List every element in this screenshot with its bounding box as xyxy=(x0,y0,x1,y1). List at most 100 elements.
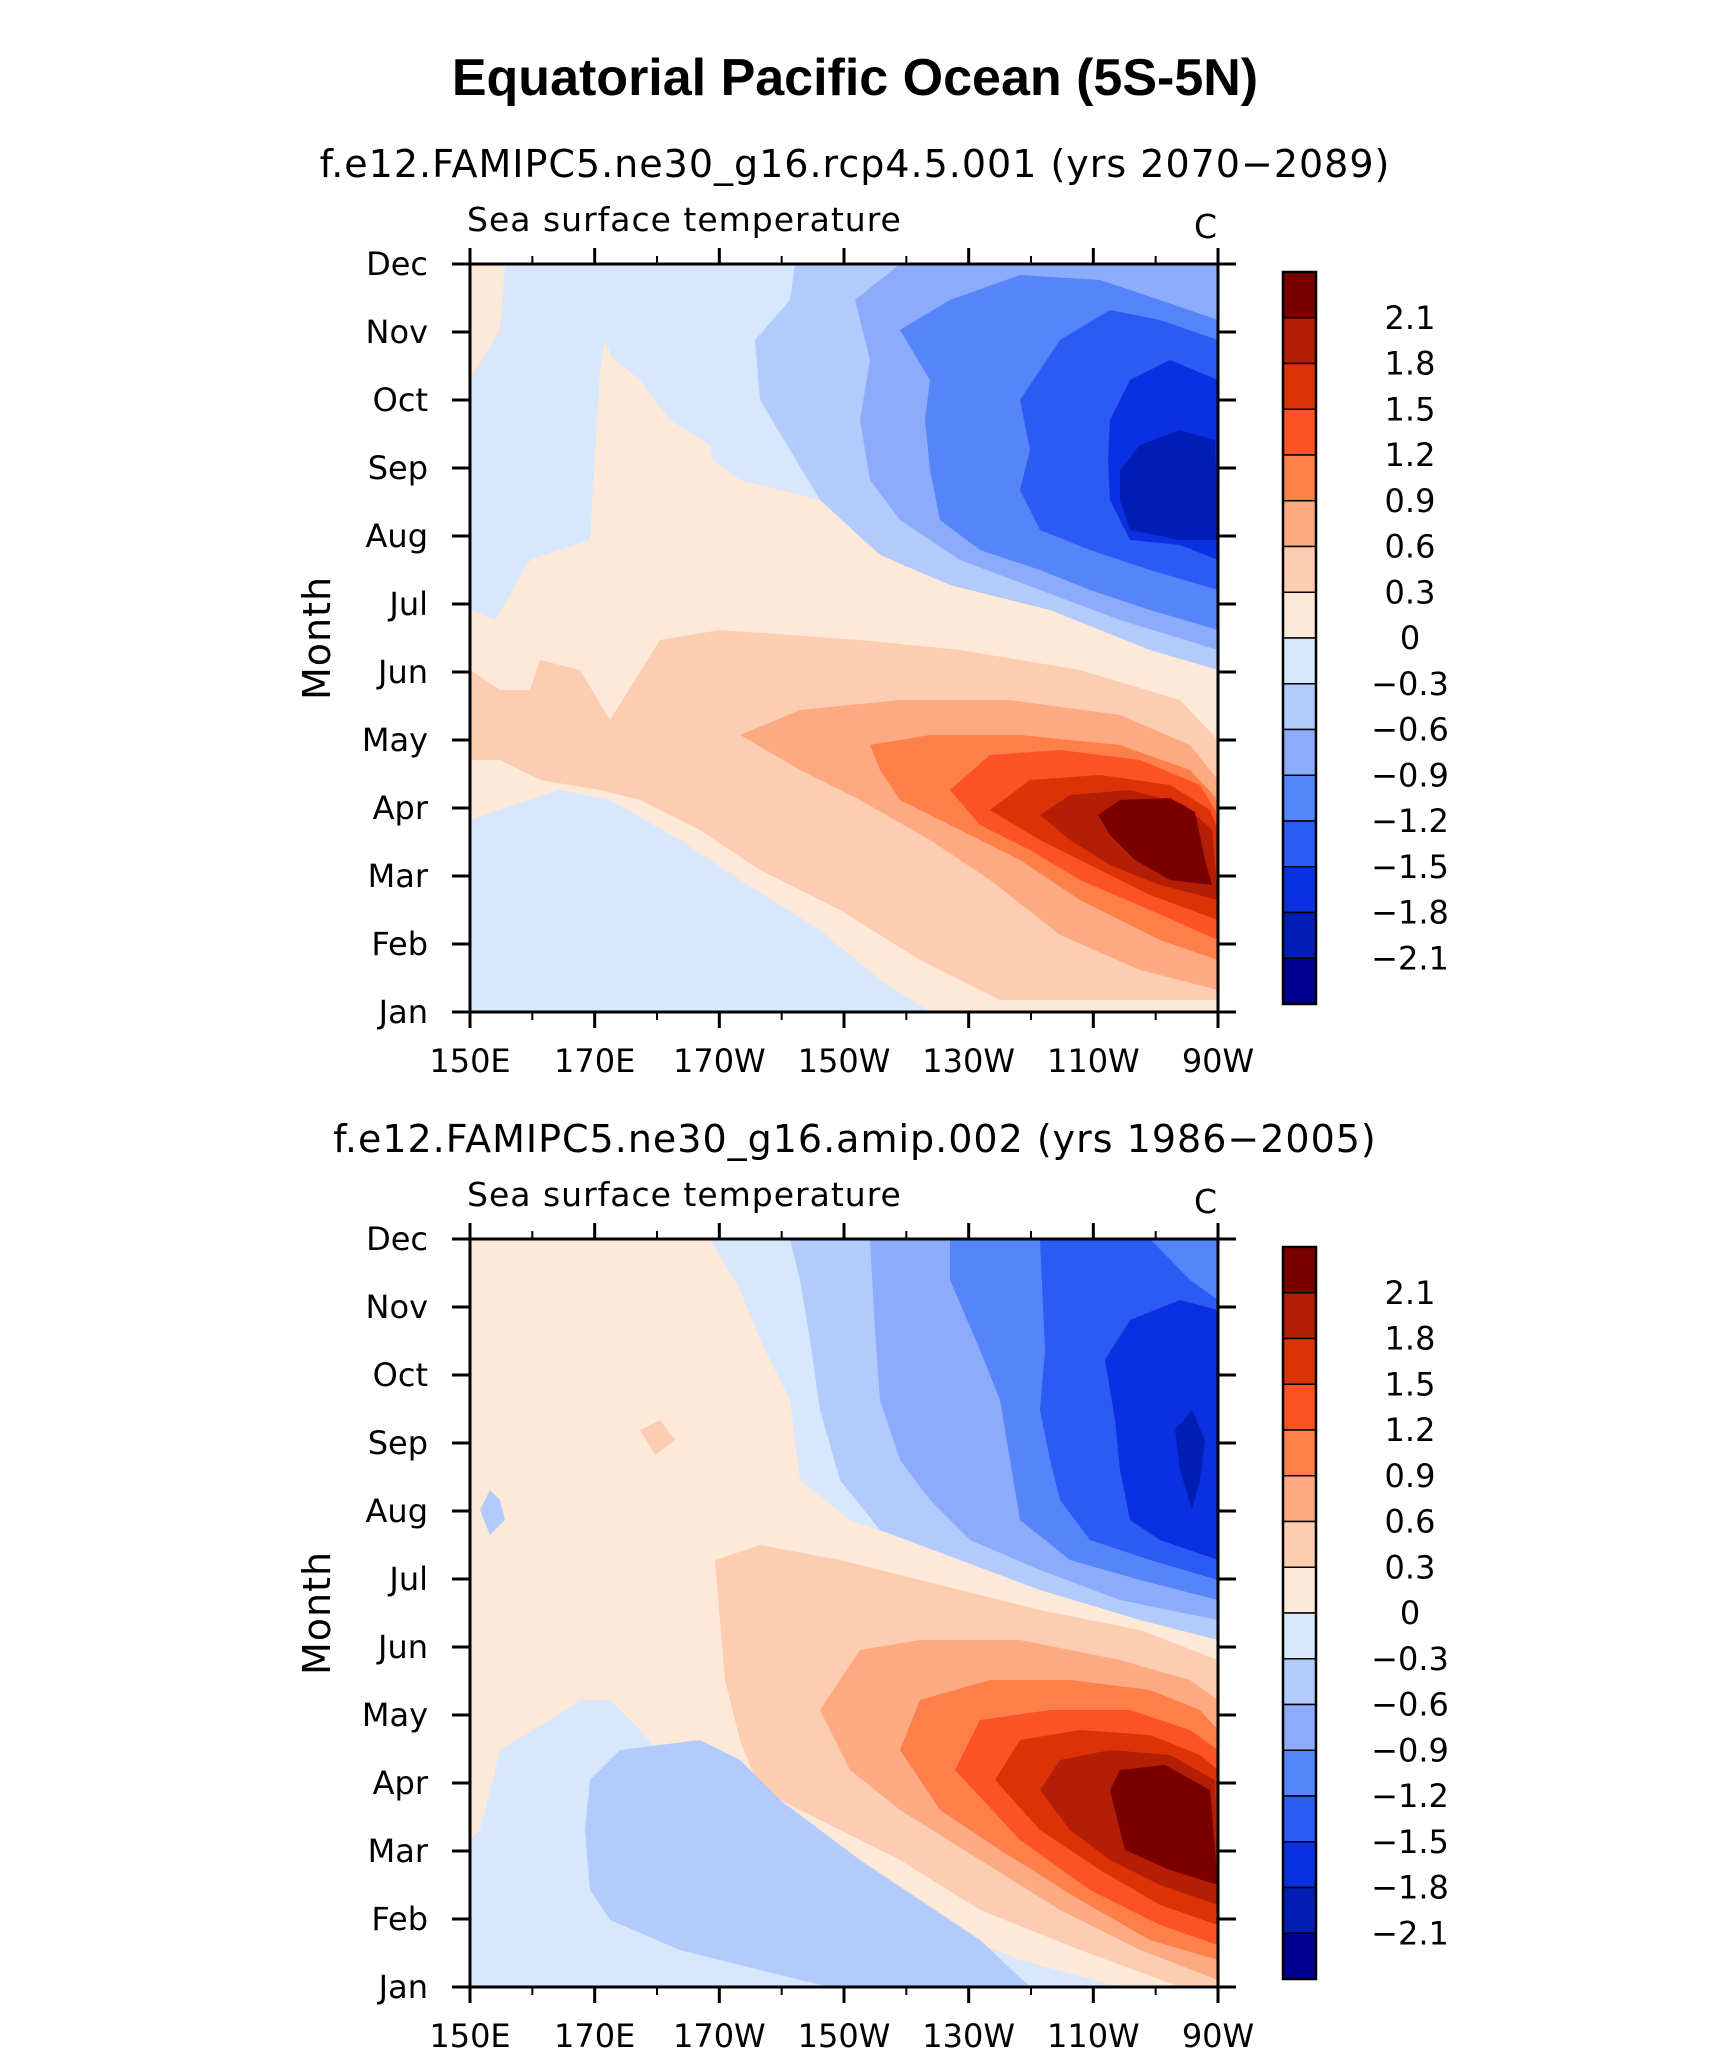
colorbar: 2.1 1.8 1.5 1.2 0.9 0.6 0.3 0 −0.3 −0.6 −0.9 −1.2 −1… xyxy=(1281,1245,1449,1981)
x-tick-label: 90W xyxy=(1182,2017,1254,2055)
colorbar-label: 1.5 xyxy=(1385,390,1436,428)
colorbar-label: −2.1 xyxy=(1371,1914,1449,1952)
colorbar-frame xyxy=(1281,270,1318,1006)
y-tick-label: Oct xyxy=(373,381,428,419)
colorbar-swatch xyxy=(1282,545,1317,593)
y-tick-label: Jul xyxy=(387,585,428,623)
y-tick-label: Apr xyxy=(373,789,429,827)
y-tick-label: May xyxy=(362,721,428,759)
variable-label: Sea surface temperature xyxy=(467,200,902,239)
panel-title: f.e12.FAMIPC5.ne30_g16.amip.002 (yrs 198… xyxy=(333,1117,1377,1161)
x-tick-label: 110W xyxy=(1047,1042,1140,1080)
colorbar-swatch xyxy=(1282,637,1317,685)
colorbar-swatch xyxy=(1282,1337,1317,1385)
y-tick-label: Feb xyxy=(371,925,428,963)
x-tick-label: 170W xyxy=(673,1042,766,1080)
colorbar-label: −1.8 xyxy=(1371,1869,1449,1907)
units-label: C xyxy=(1194,1182,1218,1221)
contour-warm-1 xyxy=(590,360,1218,700)
colorbar-swatch xyxy=(1282,1429,1317,1477)
y-axis-label: Month xyxy=(295,576,339,700)
panel-title: f.e12.FAMIPC5.ne30_g16.rcp4.5.001 (yrs 2… xyxy=(320,142,1391,186)
colorbar-swatch xyxy=(1282,1795,1317,1843)
y-tick-label: Sep xyxy=(368,449,428,487)
units-label: C xyxy=(1194,207,1218,246)
contour-field xyxy=(470,264,1218,1012)
y-tick-label: Aug xyxy=(366,517,428,555)
colorbar-swatch xyxy=(1282,683,1317,731)
y-tick-label: Dec xyxy=(366,245,428,283)
x-axis-ticks: 150E 170E 170W 150W 130W 110W 90W xyxy=(429,248,1254,1080)
x-tick-label: 150E xyxy=(429,2017,510,2055)
colorbar-swatch xyxy=(1282,1841,1317,1889)
colorbar-swatch xyxy=(1282,362,1317,410)
colorbar-label: −1.2 xyxy=(1371,1777,1449,1815)
colorbar-swatch xyxy=(1282,1886,1317,1934)
y-tick-label: Sep xyxy=(368,1424,428,1462)
y-tick-label: Jul xyxy=(387,1560,428,1598)
colorbar-label: 0.9 xyxy=(1385,482,1436,520)
x-tick-label: 170E xyxy=(554,2017,635,2055)
y-tick-label: Nov xyxy=(366,313,428,351)
y-tick-label: Apr xyxy=(373,1764,429,1802)
y-tick-label: Aug xyxy=(366,1492,428,1530)
colorbar-label: −2.1 xyxy=(1371,939,1449,977)
colorbar-label: 1.8 xyxy=(1385,1320,1436,1358)
colorbar-swatch xyxy=(1282,1932,1317,1980)
colorbar-swatch xyxy=(1282,1566,1317,1614)
colorbar-swatch xyxy=(1282,591,1317,639)
colorbar-swatch xyxy=(1282,271,1317,319)
x-tick-label: 130W xyxy=(922,1042,1015,1080)
variable-label: Sea surface temperature xyxy=(467,1175,902,1214)
colorbar-swatch xyxy=(1282,317,1317,365)
colorbar-swatch xyxy=(1282,1246,1317,1294)
colorbar-label: 0.6 xyxy=(1385,528,1436,566)
y-axis-ticks: Jan Feb Mar Apr May Jun Jul Aug Sep Oct Nov Dec xyxy=(362,1220,1236,2006)
colorbar-label: −0.9 xyxy=(1371,756,1449,794)
colorbar-swatch xyxy=(1282,500,1317,548)
colorbar-label: −1.2 xyxy=(1371,802,1449,840)
colorbar-swatch xyxy=(1282,728,1317,776)
contour-warm-7 xyxy=(1110,1765,1218,1885)
y-tick-label: Nov xyxy=(366,1288,428,1326)
colorbar-label: −0.6 xyxy=(1371,1686,1449,1724)
contour-warm-8 xyxy=(1098,798,1212,885)
y-tick-label: Feb xyxy=(371,1900,428,1938)
colorbar-swatch xyxy=(1282,1749,1317,1797)
colorbar-label: 2.1 xyxy=(1385,1274,1436,1312)
colorbar-label: 0.3 xyxy=(1385,573,1436,611)
y-tick-label: Mar xyxy=(368,1832,429,1870)
colorbar-label: 1.5 xyxy=(1385,1365,1436,1403)
y-tick-label: Jun xyxy=(376,1628,428,1666)
x-tick-label: 170W xyxy=(673,2017,766,2055)
y-tick-label: Dec xyxy=(366,1220,428,1258)
y-tick-label: Jan xyxy=(377,1968,428,2006)
colorbar-label: 0.9 xyxy=(1385,1457,1436,1495)
colorbar-label: −0.6 xyxy=(1371,711,1449,749)
y-tick-label: Oct xyxy=(373,1356,428,1394)
colorbar-swatch xyxy=(1282,454,1317,502)
colorbar-swatch xyxy=(1282,1520,1317,1568)
colorbar-label: 1.8 xyxy=(1385,345,1436,383)
colorbar-swatch xyxy=(1282,1475,1317,1523)
colorbar-label: 0 xyxy=(1400,1594,1420,1632)
colorbar-label: 0.6 xyxy=(1385,1503,1436,1541)
y-tick-label: Jun xyxy=(376,653,428,691)
colorbar-swatch xyxy=(1282,1383,1317,1431)
contour-cool-6 xyxy=(1120,430,1218,540)
colorbar-label: 0 xyxy=(1400,619,1420,657)
colorbar-label: 0.3 xyxy=(1385,1548,1436,1586)
colorbar-frame xyxy=(1281,1245,1318,1981)
x-tick-label: 150W xyxy=(798,1042,891,1080)
panel-rcp45: f.e12.FAMIPC5.ne30_g16.rcp4.5.001 (yrs 2… xyxy=(295,142,1449,1080)
y-axis-label: Month xyxy=(295,1551,339,1675)
panel-amip: f.e12.FAMIPC5.ne30_g16.amip.002 (yrs 198… xyxy=(295,1117,1449,2055)
figure-title: Equatorial Pacific Ocean (5S-5N) xyxy=(452,49,1258,107)
x-tick-label: 130W xyxy=(922,2017,1015,2055)
y-tick-label: Mar xyxy=(368,857,429,895)
colorbar: 2.1 1.8 1.5 1.2 0.9 0.6 0.3 0 −0.3 −0.6 −0.9 −1.2 −1… xyxy=(1281,270,1449,1006)
colorbar-swatch xyxy=(1282,911,1317,959)
x-axis-ticks: 150E 170E 170W 150W 130W 110W 90W xyxy=(429,1223,1254,2055)
colorbar-label: 1.2 xyxy=(1385,436,1436,474)
